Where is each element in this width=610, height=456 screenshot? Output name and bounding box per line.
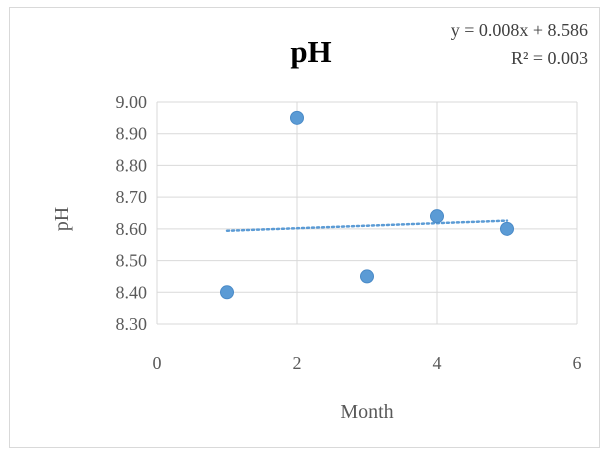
y-tick-label: 8.80: [116, 155, 148, 175]
y-tick-label: 8.40: [116, 282, 148, 302]
trendline-layer: [225, 219, 509, 233]
grid-layer: [156, 101, 578, 325]
x-tick-label: 2: [293, 353, 302, 373]
trendline-r-squared: R² = 0.003: [511, 48, 588, 68]
data-point: [360, 269, 374, 284]
data-point: [500, 221, 514, 236]
x-tick-label: 4: [433, 353, 442, 373]
x-tick-label: 6: [573, 353, 582, 373]
data-point: [430, 209, 444, 224]
chart-title: pH: [290, 34, 331, 69]
x-tick-label: 0: [153, 353, 162, 373]
x-axis-title: Month: [340, 401, 393, 423]
y-tick-label: 8.60: [116, 219, 148, 239]
axis-layer: 9.00 8.90 8.80 8.70 8.60 8.50 8.40 8.300 2 4 6: [116, 92, 582, 373]
y-tick-label: 9.00: [116, 92, 148, 112]
data-point: [290, 110, 304, 125]
data-points-layer: [220, 110, 514, 300]
data-point: [220, 285, 234, 300]
trendline-equation: y = 0.008x + 8.586: [451, 20, 588, 40]
trendline: [225, 219, 509, 233]
y-tick-label: 8.90: [116, 124, 148, 144]
y-tick-label: 8.50: [116, 251, 148, 271]
y-axis-title: pH: [51, 207, 73, 231]
y-tick-label: 8.30: [116, 314, 148, 334]
y-tick-label: 8.70: [116, 187, 148, 207]
